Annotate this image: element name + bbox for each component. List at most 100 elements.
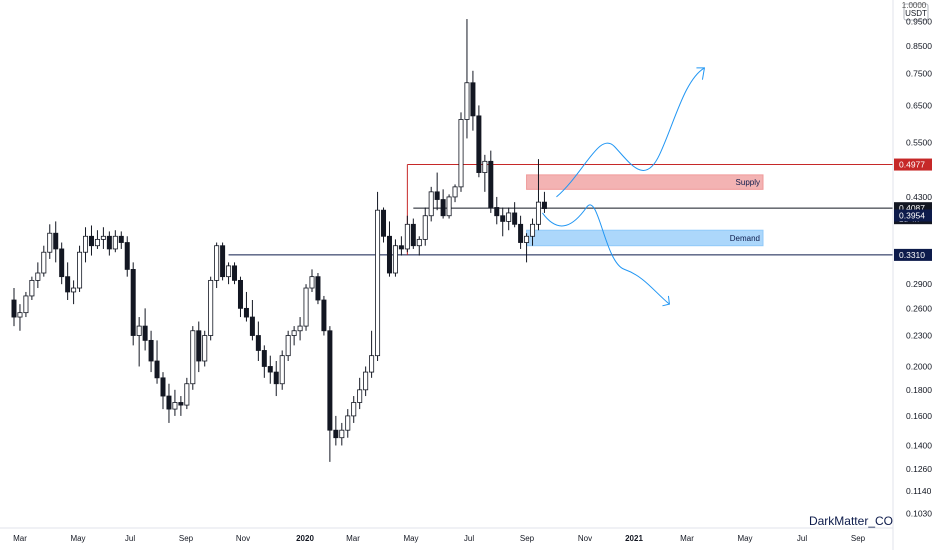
candle [106,231,112,256]
projections-layer [542,67,706,307]
candle [357,377,363,410]
candle-body [65,276,71,293]
time-tick-label: Nov [236,534,250,543]
candle [178,396,184,416]
candle [291,326,297,346]
candle-body [196,330,202,362]
time-tick-label: May [403,534,418,543]
candle-body [214,245,220,281]
candle [154,340,160,384]
candle [339,422,345,446]
candle [71,280,77,305]
candle [321,295,327,336]
zone-supply[interactable]: Supply [526,174,764,190]
price-tick-label: 0.2900 [906,279,932,289]
candle [208,276,214,341]
candle [47,224,53,259]
candle-body [178,402,184,406]
candle [386,221,392,277]
time-tick-label: 2021 [625,534,643,543]
candle [11,288,17,327]
price-tag: 0.4977 [894,158,932,171]
candle-body [243,307,249,318]
candle-body [506,212,512,222]
price-tick-label: 0.1030 [906,508,932,518]
price-tick-label: 0.4300 [906,192,932,202]
time-tick-label: Jul [464,534,474,543]
candle [404,215,410,253]
candle-body [35,272,41,281]
zone-label: Supply [736,178,760,187]
time-tick-label: May [70,534,85,543]
candle [220,242,226,281]
projection-up-arrowhead [696,67,706,80]
candle-body [237,279,243,309]
price-tick-label: 0.2000 [906,361,932,371]
candle-body [440,199,446,217]
candle-body [291,330,297,336]
candle [303,284,309,331]
time-tick-label: Jul [797,534,807,543]
candle [118,231,124,249]
time-tick-label: Jul [125,534,135,543]
candle-body [458,119,464,188]
candle-body [339,429,345,439]
candle [279,350,285,390]
candle-body [428,191,434,217]
candle-body [279,355,285,385]
candle-body [309,276,315,289]
price-tick-label: 0.7500 [906,69,932,79]
candle-body [148,339,154,362]
price-tick-label: 0.8500 [906,41,932,51]
candle-body [386,235,392,274]
projection-down[interactable] [542,204,670,305]
candle [196,321,202,373]
price-tick-label: 0.1140 [906,486,932,496]
candle [309,269,315,292]
candle [488,150,494,213]
candle [285,330,291,362]
time-tick-label: Mar [346,534,360,543]
candle [249,300,255,341]
candle-body [23,295,29,314]
candle [506,207,512,231]
candle-body [59,248,65,278]
candle-body [232,265,238,281]
candle [100,227,106,249]
price-tick-label: 0.5500 [906,137,932,147]
candle-body [404,223,410,250]
price-tick-label: 0.1600 [906,411,932,421]
candle [53,221,59,263]
candle [232,262,238,285]
candle-body [530,223,536,237]
candle-body [136,325,142,336]
price-tick-label: 0.2600 [906,303,932,313]
candle [315,273,321,305]
candle [464,19,470,139]
zone-demand[interactable]: Demand [526,229,764,247]
candle [381,207,387,243]
candle-body [297,325,303,332]
candle-body [452,186,458,198]
price-tag-label: 0.4977 [899,160,925,170]
candle-body [29,279,35,297]
candle [267,355,273,384]
candle [172,389,178,416]
candle [327,326,333,462]
candle [261,345,267,378]
currency-badge[interactable]: USDT [903,3,929,21]
candle [166,383,172,423]
candle [500,207,506,237]
candle [428,186,434,222]
watermark-text: DarkMatter_CO [809,514,893,528]
candle-body [381,209,387,237]
projection-up[interactable] [556,67,705,198]
candle [273,361,279,397]
time-tick-label: Sep [179,534,194,543]
candle [83,227,89,263]
candle [142,308,148,351]
time-tick-label: Mar [13,534,27,543]
zone-label: Demand [730,234,760,243]
